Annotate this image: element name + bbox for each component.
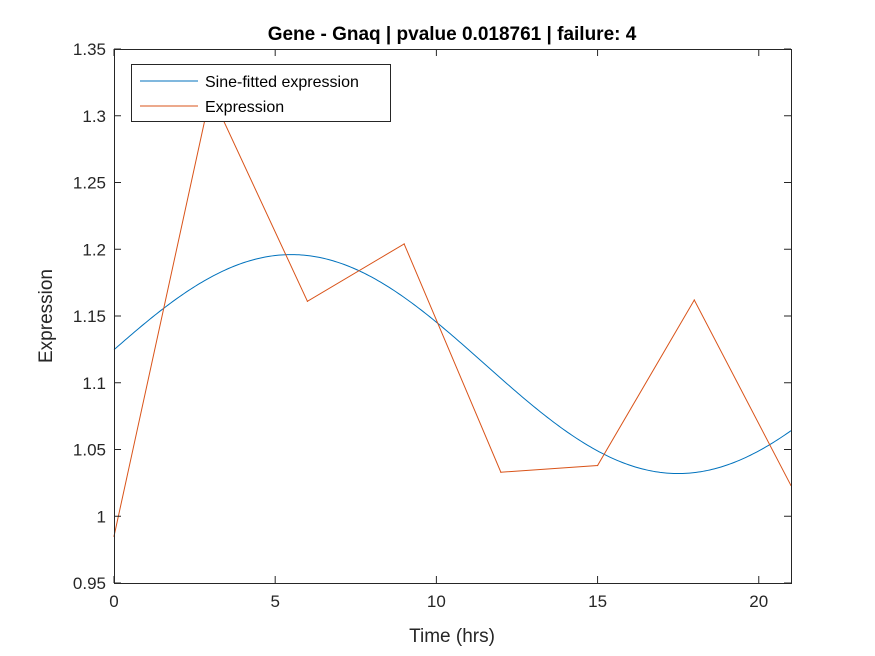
legend-label-sine-fit: Sine-fitted expression [205, 74, 359, 91]
series-line-expression [113, 91, 792, 537]
x-tick-label: 5 [270, 592, 279, 611]
chart-title: Gene - Gnaq | pvalue 0.018761 | failure:… [268, 24, 637, 45]
x-tick-label: 0 [109, 592, 118, 611]
y-tick-label: 1.15 [73, 307, 106, 326]
y-tick-label: 1.35 [73, 40, 106, 59]
y-tick-label: 1 [97, 507, 106, 526]
data-point-expression [596, 464, 599, 467]
x-axis-label: Time (hrs) [409, 626, 495, 647]
series-line-sine-fit [113, 254, 792, 475]
x-tick-label: 20 [749, 592, 768, 611]
data-point-expression [500, 471, 502, 473]
y-tick-label: 1.3 [82, 107, 106, 126]
y-tick-label: 1.05 [73, 441, 106, 460]
data-point-expression [403, 243, 405, 245]
x-tick-label: 10 [427, 592, 446, 611]
axes-background [114, 49, 791, 583]
y-tick-label: 1.1 [82, 374, 106, 393]
legend: Sine-fitted expression Expression [131, 64, 391, 122]
legend-box [131, 64, 391, 122]
x-tick-label: 15 [588, 592, 607, 611]
data-point-expression [306, 300, 309, 302]
data-point-expression [693, 299, 695, 301]
y-tick-label: 1.25 [73, 174, 106, 193]
y-tick-label: 0.95 [73, 574, 106, 593]
x-axis-ticks: 0 5 10 15 20 [109, 49, 768, 611]
legend-label-expression: Expression [205, 99, 284, 116]
y-axis-ticks: 0.95 1 1.05 1.1 1.15 1.2 1.25 1.3 1.35 [73, 40, 791, 593]
y-tick-label: 1.2 [82, 240, 106, 259]
plot-area [114, 49, 791, 583]
y-axis-label: Expression [36, 269, 57, 363]
